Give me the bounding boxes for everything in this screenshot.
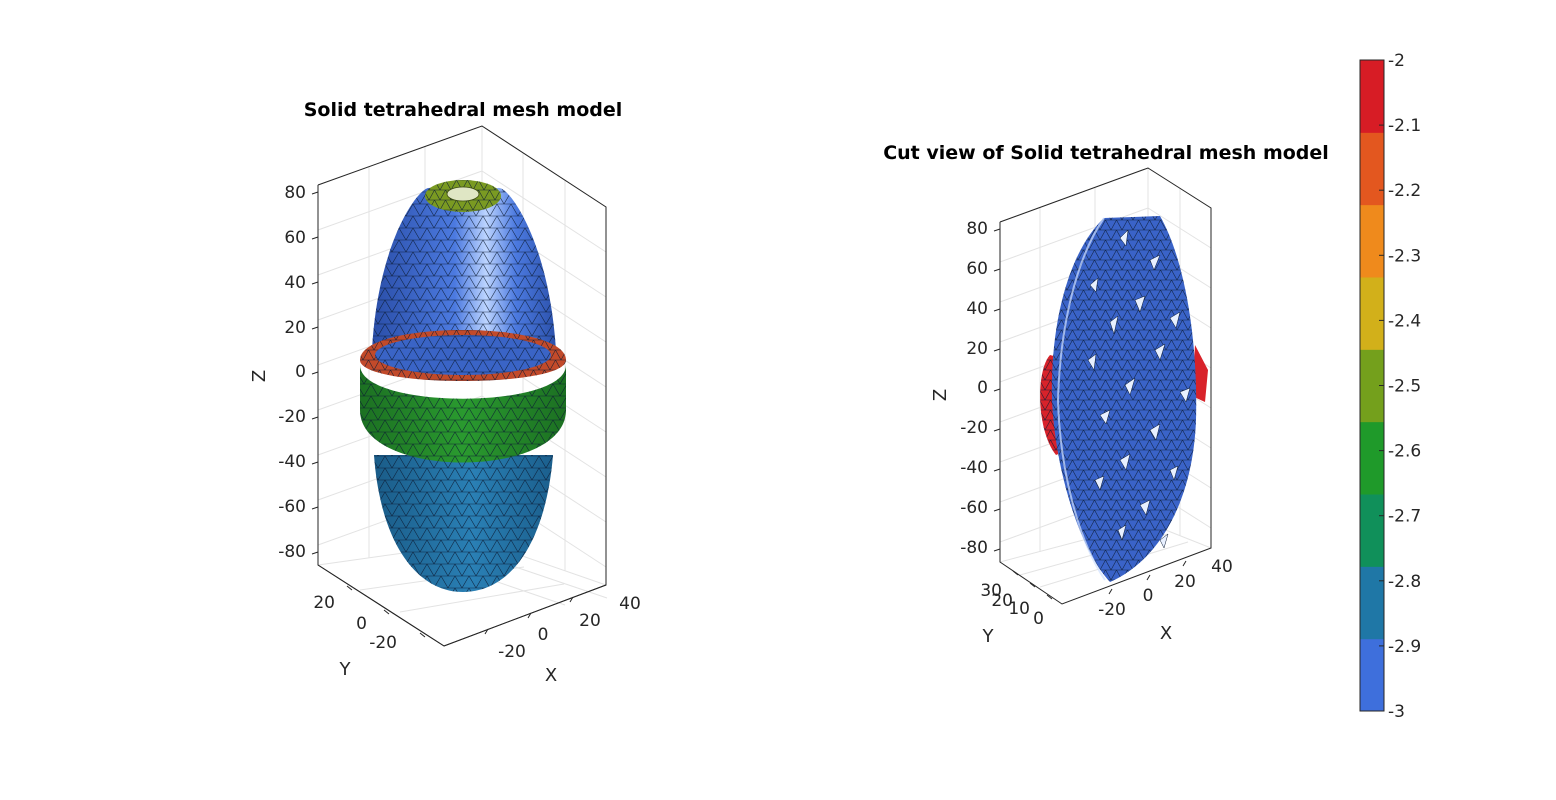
svg-text:0: 0: [977, 378, 988, 398]
colorbar-block: [1360, 638, 1384, 712]
right-y-tick-labels: 30 20 10 0: [980, 581, 1044, 629]
colorbar-block: [1360, 204, 1384, 278]
right-axes: Cut view of Solid tetrahedral mesh model…: [883, 142, 1329, 647]
svg-text:-80: -80: [960, 538, 988, 558]
colorbar-block: [1360, 566, 1384, 640]
colorbar-tick-label: -2.5: [1388, 377, 1421, 397]
colorbar-tick-labels: -2 -2.1 -2.2 -2.3 -2.4 -2.5 -2.6 -2.7 -2.8 -2.9 -3: [1379, 51, 1421, 722]
colorbar-block: [1360, 132, 1384, 206]
svg-text:20: 20: [284, 318, 306, 338]
svg-text:60: 60: [966, 259, 988, 279]
colorbar-tick-label: -2.6: [1388, 442, 1421, 462]
right-red-ring-right: [1192, 345, 1208, 402]
svg-text:-60: -60: [278, 497, 306, 517]
left-title: Solid tetrahedral mesh model: [304, 99, 623, 121]
colorbar-block: [1360, 277, 1384, 350]
svg-text:-20: -20: [278, 407, 306, 427]
colorbar-tick-label: -2.3: [1388, 246, 1421, 266]
colorbar: -2 -2.1 -2.2 -2.3 -2.4 -2.5 -2.6 -2.7 -2.8 -2.9 -3: [1359, 51, 1421, 722]
svg-text:40: 40: [966, 299, 988, 319]
svg-text:-20: -20: [960, 418, 988, 438]
svg-text:-20: -20: [498, 642, 526, 662]
colorbar-tick-label: -2.8: [1388, 572, 1421, 592]
svg-text:80: 80: [966, 219, 988, 239]
svg-text:80: 80: [284, 183, 306, 203]
svg-text:30: 30: [980, 581, 1002, 601]
svg-text:60: 60: [284, 228, 306, 248]
right-z-label: Z: [930, 389, 951, 401]
left-axes: Solid tetrahedral mesh model 80 60 40 20…: [249, 99, 641, 686]
colorbar-tick-label: -3: [1388, 702, 1405, 722]
svg-text:-80: -80: [278, 542, 306, 562]
svg-text:0: 0: [538, 625, 549, 645]
left-y-label: Y: [339, 659, 352, 680]
colorbar-block: [1360, 60, 1384, 133]
colorbar-block: [1360, 494, 1384, 567]
colorbar-tick-label: -2.1: [1388, 116, 1421, 136]
svg-text:0: 0: [356, 614, 367, 634]
right-x-label: X: [1160, 623, 1172, 644]
colorbar-tick-label: -2.7: [1388, 507, 1421, 527]
svg-text:40: 40: [284, 273, 306, 293]
left-z-tick-labels: 80 60 40 20 0 -20 -40 -60 -80: [278, 183, 306, 562]
svg-text:40: 40: [619, 594, 641, 614]
svg-text:-40: -40: [960, 458, 988, 478]
right-tick-marks: [993, 228, 1187, 600]
right-title: Cut view of Solid tetrahedral mesh model: [883, 142, 1329, 164]
left-x-label: X: [545, 665, 557, 686]
svg-text:20: 20: [313, 593, 335, 613]
colorbar-tick-label: -2.2: [1388, 181, 1421, 201]
svg-text:20: 20: [991, 591, 1013, 611]
svg-text:20: 20: [579, 611, 601, 631]
left-z-label: Z: [249, 370, 270, 382]
svg-text:0: 0: [295, 362, 306, 382]
left-y-tick-labels: 20 0 -20: [313, 593, 397, 653]
right-cut-facets: [1087, 229, 1191, 549]
svg-text:20: 20: [1174, 572, 1196, 592]
svg-text:0: 0: [1143, 586, 1154, 606]
svg-text:-20: -20: [1098, 600, 1126, 620]
svg-text:0: 0: [1033, 609, 1044, 629]
right-y-label: Y: [982, 626, 995, 647]
colorbar-blocks: [1360, 60, 1384, 712]
colorbar-tick-label: -2.9: [1388, 637, 1421, 657]
colorbar-tick-label: -2.4: [1388, 311, 1421, 331]
svg-text:10: 10: [1008, 599, 1030, 619]
right-x-tick-labels: -20 0 20 40: [1098, 557, 1233, 620]
svg-text:-20: -20: [369, 633, 397, 653]
svg-text:40: 40: [1211, 557, 1233, 577]
svg-text:20: 20: [966, 339, 988, 359]
colorbar-block: [1360, 421, 1384, 495]
colorbar-tick-label: -2: [1388, 51, 1405, 71]
svg-text:-40: -40: [278, 452, 306, 472]
svg-text:-60: -60: [960, 498, 988, 518]
right-z-tick-labels: 80 60 40 20 0 -20 -40 -60 -80: [960, 219, 988, 558]
left-x-tick-labels: -20 0 20 40: [498, 594, 641, 662]
